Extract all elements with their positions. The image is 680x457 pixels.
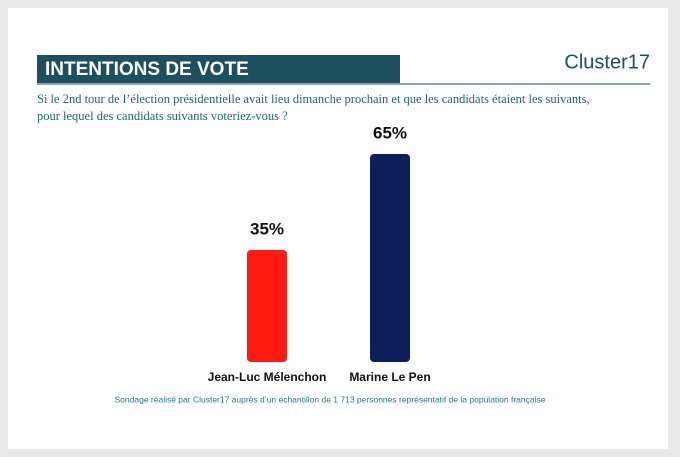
category-label: Marine Le Pen xyxy=(349,370,430,384)
chart-title: INTENTIONS DE VOTE xyxy=(45,59,249,80)
category-label: Jean-Luc Mélenchon xyxy=(208,370,327,384)
value-label: 35% xyxy=(250,219,284,238)
source-note: Sondage réalisé par Cluster17 auprès d’u… xyxy=(115,394,546,404)
value-label: 65% xyxy=(373,123,407,142)
brand: Cluster17 xyxy=(564,51,650,73)
bar xyxy=(370,154,410,362)
bar xyxy=(247,250,287,362)
title-band xyxy=(37,55,400,83)
question: Si le 2nd tour de l’élection présidentie… xyxy=(37,92,590,123)
